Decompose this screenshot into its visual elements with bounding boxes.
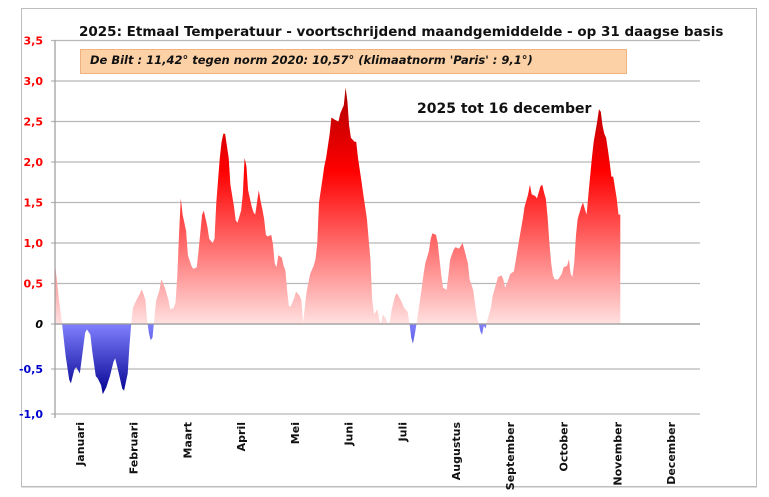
y-tick-label: 0 — [35, 318, 43, 331]
chart-annotation: 2025 tot 16 december — [417, 101, 591, 117]
x-tick-label: Juni — [343, 422, 356, 447]
y-tick-label: 1,0 — [24, 237, 44, 250]
x-axis-ticks: Januari Februari Maart April Mei Juni Juli Augu… — [74, 421, 678, 490]
y-axis-ticks: 3,5 3,0 2,5 2,0 1,5 1,0 0,5 0 -0,5 -1,0 — [19, 35, 43, 422]
x-tick-label: September — [504, 421, 517, 490]
area-positive-anomaly — [55, 87, 621, 324]
x-tick-label: Juli — [396, 422, 409, 442]
y-tick-label: 3,5 — [24, 35, 44, 48]
x-tick-label: Januari — [74, 422, 87, 467]
plot-area — [55, 87, 621, 395]
y-tick-label: 0,5 — [24, 278, 44, 291]
x-tick-label: April — [235, 422, 248, 451]
y-tick-label: 1,5 — [24, 197, 44, 210]
area-negative-anomaly — [55, 324, 621, 395]
subtitle-box — [80, 49, 627, 74]
y-tick-label: 2,0 — [24, 156, 44, 169]
y-tick-label: 3,0 — [24, 75, 44, 88]
x-tick-label: Maart — [181, 422, 194, 458]
x-tick-label: November — [611, 421, 624, 485]
y-tick-label: -0,5 — [19, 363, 43, 376]
y-tick-label: 2,5 — [24, 116, 44, 129]
chart-subtitle: De Bilt : 11,42° tegen norm 2020: 10,57°… — [90, 53, 533, 67]
x-tick-label: Februari — [128, 422, 141, 474]
chart-frame — [21, 8, 757, 487]
axes — [21, 40, 757, 488]
x-tick-label: Augustus — [450, 422, 463, 481]
chart-title: 2025: Etmaal Temperatuur - voortschrijde… — [79, 24, 723, 40]
y-tick-label: -1,0 — [19, 408, 43, 421]
x-tick-label: Mei — [289, 422, 302, 444]
x-tick-label: December — [665, 421, 678, 484]
x-tick-label: October — [558, 421, 571, 471]
